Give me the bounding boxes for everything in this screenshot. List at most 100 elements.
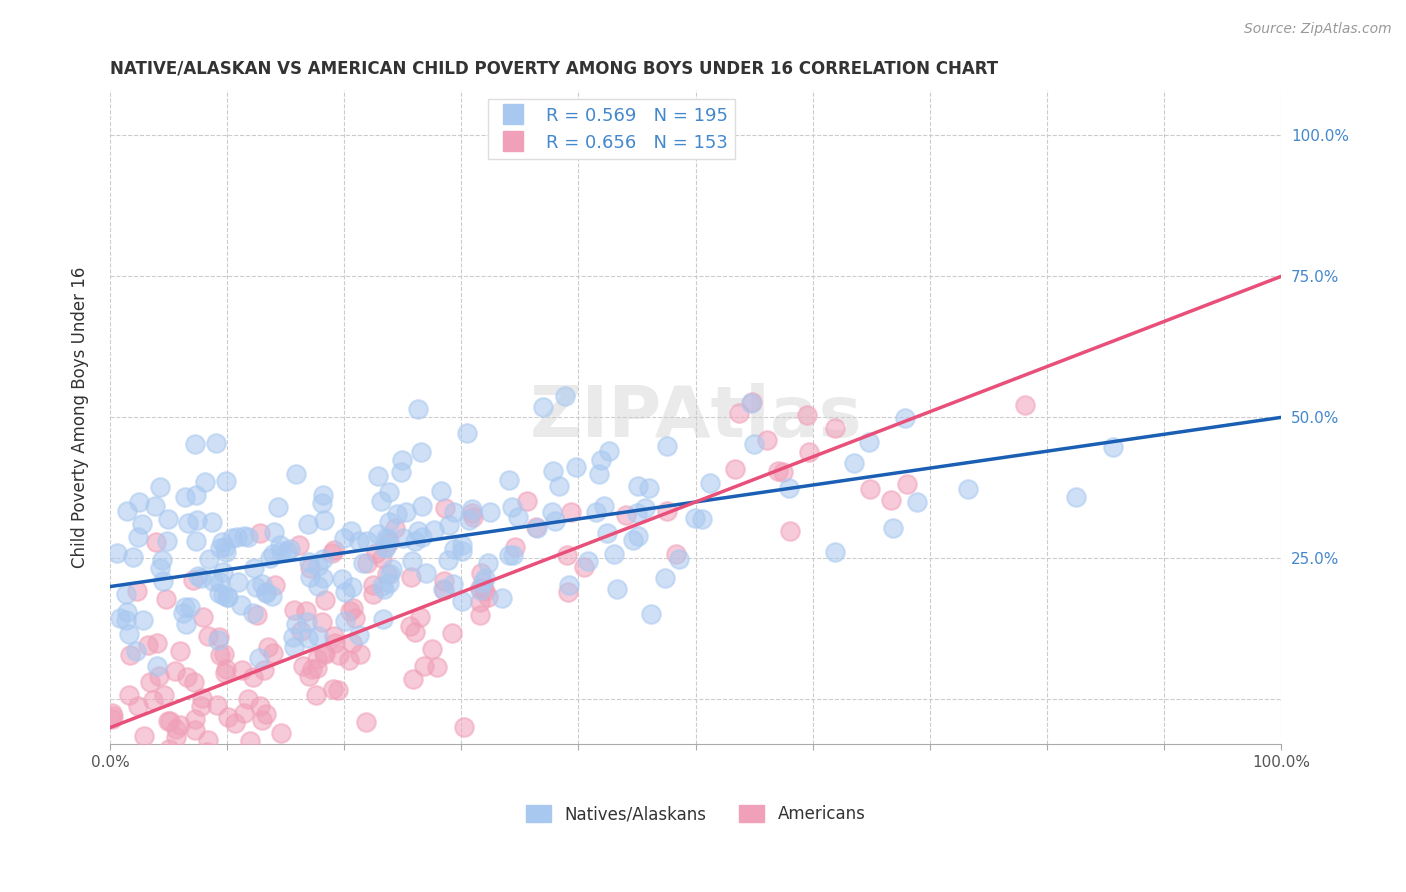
- Point: [333, 614, 356, 628]
- Point: [824, 420, 846, 434]
- Point: [349, 628, 371, 642]
- Point: [174, 616, 197, 631]
- Point: [231, 598, 253, 612]
- Point: [477, 591, 499, 605]
- Point: [153, 788, 176, 802]
- Point: [370, 493, 392, 508]
- Point: [433, 582, 456, 597]
- Point: [430, 484, 453, 499]
- Point: [218, 710, 240, 724]
- Point: [375, 566, 398, 581]
- Point: [238, 692, 260, 706]
- Point: [312, 571, 335, 585]
- Point: [588, 467, 610, 481]
- Point: [858, 435, 880, 450]
- Point: [118, 648, 141, 663]
- Point: [259, 550, 281, 565]
- Point: [314, 593, 336, 607]
- Point: [461, 509, 484, 524]
- Point: [283, 603, 305, 617]
- Point: [118, 689, 141, 703]
- Point: [364, 546, 387, 560]
- Point: [592, 499, 614, 513]
- Point: [214, 761, 236, 775]
- Point: [824, 545, 846, 559]
- Point: [291, 659, 314, 673]
- Point: [356, 533, 378, 548]
- Point: [312, 646, 335, 660]
- Point: [337, 653, 360, 667]
- Point: [389, 466, 412, 480]
- Point: [301, 662, 323, 676]
- Point: [498, 473, 520, 487]
- Point: [149, 561, 172, 575]
- Point: [181, 574, 204, 588]
- Point: [136, 638, 159, 652]
- Point: [724, 461, 747, 475]
- Point: [307, 558, 329, 573]
- Point: [152, 574, 174, 588]
- Point: [1101, 440, 1123, 454]
- Point: [299, 570, 322, 584]
- Point: [470, 566, 492, 580]
- Point: [312, 513, 335, 527]
- Point: [404, 534, 426, 549]
- Point: [163, 664, 186, 678]
- Point: [799, 445, 821, 459]
- Point: [326, 683, 349, 698]
- Point: [356, 556, 378, 570]
- Point: [638, 482, 661, 496]
- Point: [401, 554, 423, 568]
- Point: [311, 496, 333, 510]
- Point: [555, 549, 578, 563]
- Point: [159, 714, 181, 728]
- Point: [118, 627, 141, 641]
- Point: [145, 534, 167, 549]
- Point: [322, 682, 344, 697]
- Point: [411, 530, 433, 544]
- Point: [184, 437, 207, 451]
- Point: [139, 675, 162, 690]
- Point: [668, 552, 690, 566]
- Point: [307, 628, 329, 642]
- Point: [180, 768, 202, 782]
- Point: [270, 544, 292, 558]
- Point: [524, 520, 547, 534]
- Point: [342, 600, 364, 615]
- Point: [554, 389, 576, 403]
- Point: [398, 619, 420, 633]
- Point: [367, 469, 389, 483]
- Point: [498, 549, 520, 563]
- Point: [115, 587, 138, 601]
- Point: [384, 521, 406, 535]
- Point: [894, 411, 917, 425]
- Point: [844, 456, 866, 470]
- Point: [470, 582, 492, 597]
- Point: [288, 538, 311, 552]
- Point: [305, 689, 328, 703]
- Point: [205, 698, 228, 713]
- Point: [699, 476, 721, 491]
- Text: Source: ZipAtlas.com: Source: ZipAtlas.com: [1244, 22, 1392, 37]
- Point: [544, 514, 567, 528]
- Point: [290, 624, 312, 638]
- Point: [361, 586, 384, 600]
- Point: [627, 529, 650, 543]
- Point: [249, 525, 271, 540]
- Point: [796, 408, 818, 422]
- Point: [352, 556, 374, 570]
- Point: [157, 512, 180, 526]
- Point: [197, 551, 219, 566]
- Point: [540, 506, 562, 520]
- Point: [411, 499, 433, 513]
- Point: [378, 485, 401, 500]
- Point: [285, 617, 308, 632]
- Point: [184, 712, 207, 726]
- Point: [367, 527, 389, 541]
- Point: [262, 547, 284, 561]
- Point: [377, 532, 399, 546]
- Point: [209, 541, 232, 555]
- Point: [184, 723, 207, 737]
- Legend: Natives/Alaskans, Americans: Natives/Alaskans, Americans: [519, 798, 872, 830]
- Point: [176, 670, 198, 684]
